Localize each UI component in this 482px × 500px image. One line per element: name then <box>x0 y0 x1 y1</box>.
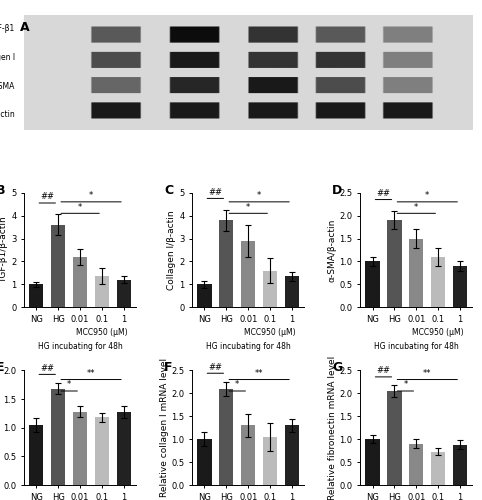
Bar <box>285 426 299 485</box>
Bar <box>51 225 66 308</box>
Text: *: * <box>403 380 407 390</box>
Text: HG incubating for 48h: HG incubating for 48h <box>374 342 459 350</box>
Y-axis label: Relative fibronectin mRNA level: Relative fibronectin mRNA level <box>328 356 337 500</box>
Y-axis label: α-SMA/β-actin: α-SMA/β-actin <box>328 218 337 282</box>
Text: **: ** <box>255 369 264 378</box>
Text: **: ** <box>87 369 95 378</box>
Bar <box>365 262 380 308</box>
Bar <box>197 439 212 485</box>
Bar <box>73 412 87 485</box>
Bar <box>241 241 255 308</box>
Text: B: B <box>0 184 6 196</box>
Y-axis label: Collagen I/β-actin: Collagen I/β-actin <box>167 210 176 290</box>
Bar <box>388 391 402 485</box>
Text: Collagen I: Collagen I <box>0 53 15 62</box>
Bar <box>409 444 424 485</box>
Text: MCC950 (μM): MCC950 (μM) <box>413 328 464 337</box>
Bar <box>95 276 109 308</box>
Bar <box>51 388 66 485</box>
Text: G: G <box>332 361 343 374</box>
Bar <box>117 280 131 307</box>
Bar <box>388 220 402 308</box>
Text: **: ** <box>423 369 431 378</box>
Text: ##: ## <box>376 366 390 375</box>
Bar <box>241 426 255 485</box>
Text: MCC950 (μM): MCC950 (μM) <box>244 328 296 337</box>
Bar <box>431 452 445 485</box>
Bar <box>219 388 233 485</box>
Bar <box>73 257 87 308</box>
Text: ##: ## <box>376 189 390 198</box>
Text: *: * <box>246 202 250 211</box>
Text: D: D <box>332 184 343 196</box>
Text: ##: ## <box>208 188 222 196</box>
Bar <box>29 425 43 485</box>
Y-axis label: Relative collagen I mRNA level: Relative collagen I mRNA level <box>160 358 169 497</box>
Text: TGF-β1: TGF-β1 <box>0 24 15 34</box>
Text: *: * <box>235 380 240 390</box>
Bar <box>219 220 233 308</box>
Text: E: E <box>0 361 5 374</box>
Bar <box>263 437 277 485</box>
Bar <box>95 418 109 485</box>
Y-axis label: TGF-β1/β-actin: TGF-β1/β-actin <box>0 216 8 284</box>
Text: HG incubating for 48h: HG incubating for 48h <box>38 342 122 350</box>
Text: A: A <box>20 20 29 34</box>
Text: *: * <box>257 191 261 200</box>
Text: HG incubating for 48h: HG incubating for 48h <box>206 342 291 350</box>
Bar <box>453 266 467 308</box>
Text: *: * <box>78 202 82 211</box>
Bar <box>29 284 43 308</box>
Text: ##: ## <box>40 364 54 372</box>
Text: α-SMA: α-SMA <box>0 82 15 90</box>
Text: F: F <box>164 361 173 374</box>
Text: *: * <box>414 202 418 211</box>
Text: C: C <box>164 184 174 196</box>
Bar <box>285 276 299 308</box>
Bar <box>409 238 424 308</box>
Text: *: * <box>425 191 429 200</box>
Text: ##: ## <box>208 362 222 372</box>
Text: *: * <box>67 380 71 390</box>
Bar <box>365 439 380 485</box>
Text: β-actin: β-actin <box>0 110 15 119</box>
Bar <box>263 270 277 308</box>
Bar <box>453 444 467 485</box>
Bar <box>117 412 131 485</box>
Bar <box>197 284 212 308</box>
Text: ##: ## <box>40 192 54 202</box>
Text: MCC950 (μM): MCC950 (μM) <box>76 328 128 337</box>
Text: *: * <box>89 191 93 200</box>
Bar <box>431 257 445 308</box>
